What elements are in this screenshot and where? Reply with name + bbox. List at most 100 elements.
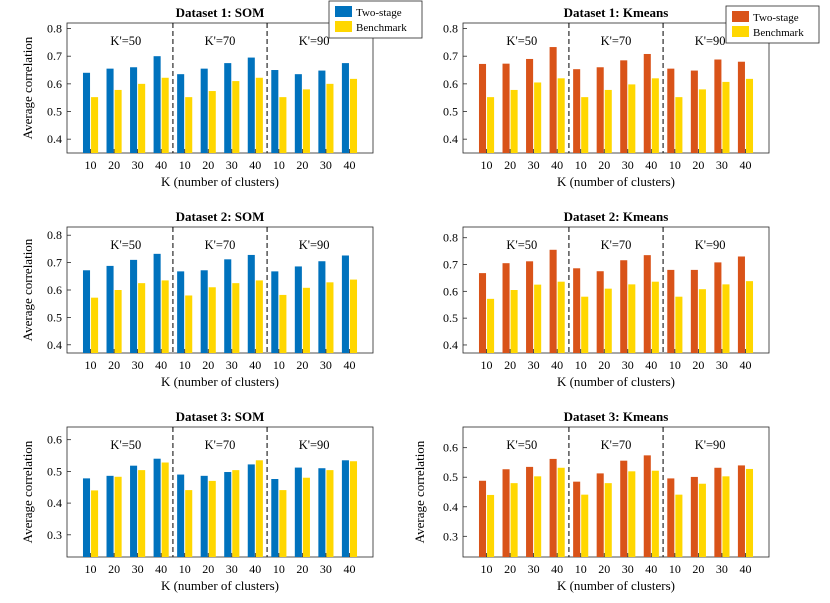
bar-benchmark: [161, 77, 169, 153]
group-label: K'=90: [695, 438, 726, 452]
y-tick-label: 0.8: [443, 231, 458, 245]
x-tick-label: 30: [226, 562, 238, 576]
bar-benchmark: [722, 476, 730, 557]
y-tick-label: 0.4: [443, 338, 458, 352]
bar-two-stage: [690, 476, 698, 557]
bar-two-stage: [667, 478, 675, 557]
x-tick-label: 40: [645, 562, 657, 576]
x-tick-label: 20: [202, 158, 214, 172]
bar-two-stage: [596, 473, 604, 557]
chart-title: Dataset 1: SOM: [176, 5, 265, 20]
bar-two-stage: [573, 481, 581, 557]
bar-benchmark: [581, 296, 589, 353]
bar-two-stage: [247, 57, 255, 153]
y-tick-label: 0.5: [47, 105, 62, 119]
chart-title: Dataset 2: Kmeans: [564, 209, 669, 224]
x-tick-label: 10: [575, 358, 587, 372]
group-label: K'=90: [695, 34, 726, 48]
legend: Two-stage Benchmark: [328, 0, 423, 39]
x-tick-label: 10: [85, 358, 97, 372]
bar-two-stage: [667, 269, 675, 353]
y-tick-label: 0.5: [47, 310, 62, 324]
bar-two-stage: [341, 63, 349, 153]
bar-benchmark: [279, 490, 287, 557]
x-axis-label: K (number of clusters): [161, 174, 279, 189]
bar-benchmark: [628, 471, 636, 557]
bar-benchmark: [279, 97, 287, 153]
legend-label: Two-stage: [356, 7, 402, 19]
bar-two-stage: [106, 68, 114, 153]
bar-two-stage: [690, 269, 698, 353]
x-tick-label: 10: [179, 358, 191, 372]
bar-two-stage: [573, 69, 581, 153]
chart-title: Dataset 2: SOM: [176, 209, 265, 224]
x-tick-label: 10: [273, 358, 285, 372]
bar-benchmark: [91, 490, 99, 557]
legend-swatch: [335, 21, 352, 32]
bar-benchmark: [745, 468, 754, 557]
x-tick-label: 40: [155, 562, 167, 576]
group-label: K'=90: [299, 34, 330, 48]
x-tick-label: 40: [551, 358, 563, 372]
legend-swatch: [335, 6, 352, 17]
bar-two-stage: [549, 47, 557, 154]
x-tick-label: 10: [481, 358, 493, 372]
y-tick-label: 0.8: [47, 228, 62, 242]
y-tick-label: 0.6: [443, 284, 458, 298]
x-tick-label: 20: [296, 358, 308, 372]
x-axis-label: K (number of clusters): [557, 578, 675, 593]
bar-benchmark: [279, 294, 287, 353]
bar-two-stage: [318, 261, 326, 353]
bar-two-stage: [130, 67, 138, 153]
bar-two-stage: [549, 249, 557, 353]
x-tick-label: 30: [226, 158, 238, 172]
y-tick-label: 0.7: [443, 49, 458, 63]
x-tick-label: 10: [669, 158, 681, 172]
bar-benchmark: [255, 280, 263, 353]
bar-two-stage: [106, 265, 114, 353]
x-tick-label: 40: [551, 562, 563, 576]
bar-two-stage: [478, 273, 487, 353]
chart-panel: Dataset 1: Kmeans 0.4 0.5 0.6 0.7 0.8 10 20 30 40…: [443, 5, 820, 189]
bar-benchmark: [349, 279, 358, 353]
bar-benchmark: [255, 77, 263, 153]
bar-two-stage: [224, 472, 232, 557]
bar-two-stage: [177, 271, 185, 353]
bar-two-stage: [130, 465, 138, 557]
x-tick-label: 30: [716, 562, 728, 576]
legend: Two-stage Benchmark: [725, 5, 820, 44]
bar-benchmark: [138, 470, 146, 557]
x-tick-label: 20: [504, 562, 516, 576]
bar-two-stage: [177, 474, 185, 557]
x-tick-label: 10: [273, 562, 285, 576]
bar-benchmark: [161, 280, 169, 353]
x-tick-label: 30: [132, 158, 144, 172]
group-label: K'=70: [601, 34, 632, 48]
y-tick-label: 0.6: [47, 77, 62, 91]
group-label: K'=70: [205, 438, 236, 452]
bar-benchmark: [349, 78, 358, 153]
x-tick-label: 30: [622, 562, 634, 576]
bar-two-stage: [526, 58, 534, 153]
x-axis-label: K (number of clusters): [161, 374, 279, 389]
x-tick-label: 40: [739, 562, 751, 576]
group-label: K'=50: [110, 34, 141, 48]
bar-benchmark: [722, 284, 730, 353]
y-tick-label: 0.7: [443, 258, 458, 272]
bar-two-stage: [502, 263, 510, 353]
y-tick-label: 0.4: [443, 500, 458, 514]
y-tick-label: 0.5: [443, 470, 458, 484]
bar-two-stage: [153, 253, 161, 353]
bar-two-stage: [82, 270, 91, 353]
group-label: K'=70: [205, 238, 236, 252]
x-tick-label: 40: [739, 358, 751, 372]
x-tick-label: 30: [528, 562, 540, 576]
x-tick-label: 10: [669, 562, 681, 576]
bar-benchmark: [138, 83, 146, 153]
bar-two-stage: [526, 466, 534, 557]
bar-two-stage: [200, 270, 208, 353]
bar-benchmark: [604, 483, 612, 557]
bar-benchmark: [114, 476, 122, 557]
group-label: K'=90: [299, 438, 330, 452]
bar-benchmark: [91, 297, 99, 353]
